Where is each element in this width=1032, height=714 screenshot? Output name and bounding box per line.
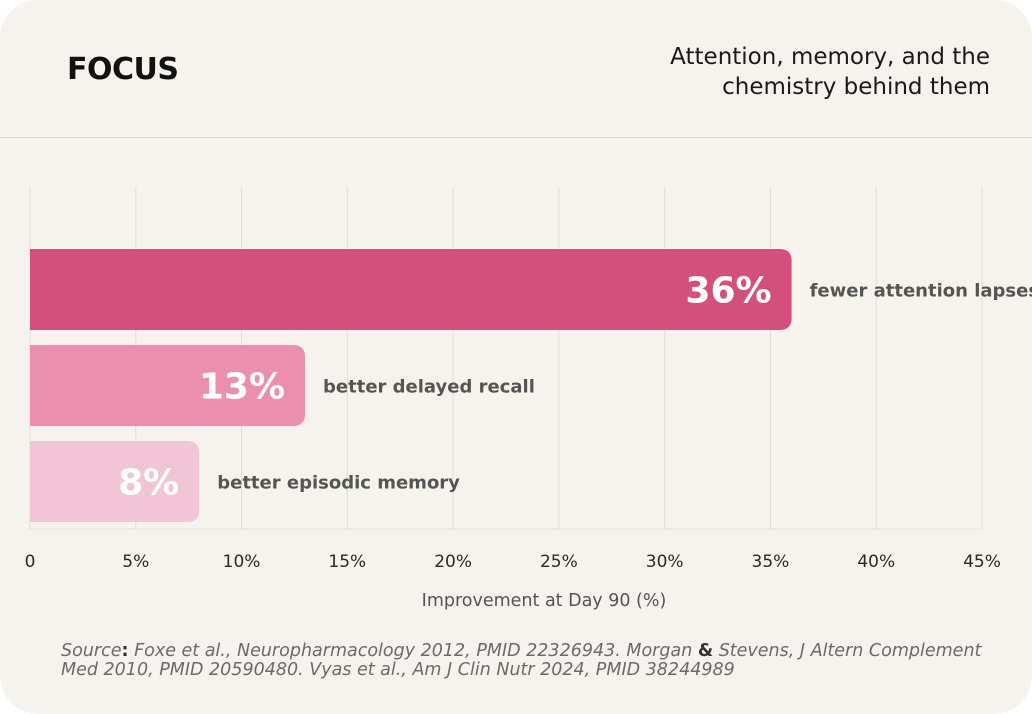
bar-value-label: 13% bbox=[199, 367, 285, 408]
source-colon: : bbox=[121, 641, 129, 661]
x-tick-label: 45% bbox=[963, 552, 1001, 572]
x-tick-label: 0 bbox=[25, 552, 36, 572]
x-tick-label: 15% bbox=[328, 552, 366, 572]
x-tick-label: 30% bbox=[646, 552, 684, 572]
bar bbox=[30, 441, 200, 522]
source-part-1: Foxe et al., Neuropharmacology 2012, PMI… bbox=[128, 641, 698, 661]
x-tick-label: 35% bbox=[752, 552, 790, 572]
bar-value-label: 8% bbox=[118, 463, 179, 504]
tagline-line-1: Attention, memory, and the bbox=[670, 44, 990, 70]
x-tick-label: 20% bbox=[434, 552, 472, 572]
x-axis-title: Improvement at Day 90 (%) bbox=[422, 591, 667, 611]
source-prefix: Source bbox=[61, 641, 122, 661]
source-citation: Source: Foxe et al., Neuropharmacology 2… bbox=[61, 642, 1011, 680]
source-ampersand: & bbox=[697, 641, 714, 661]
x-tick-label: 40% bbox=[857, 552, 895, 572]
source-part-2: Stevens, J Altern Complement Med 2010, P… bbox=[61, 641, 982, 680]
tagline: Attention, memory, and the chemistry beh… bbox=[570, 42, 990, 102]
bar bbox=[30, 249, 792, 330]
bar-value-label: 36% bbox=[685, 271, 771, 312]
tagline-line-2: chemistry behind them bbox=[722, 74, 990, 100]
bar-category-label: fewer attention lapses bbox=[810, 281, 1032, 302]
x-tick-label: 5% bbox=[122, 552, 149, 572]
bar bbox=[30, 345, 306, 426]
x-tick-label: 25% bbox=[540, 552, 578, 572]
bar-category-label: better delayed recall bbox=[323, 377, 535, 398]
x-tick-label: 10% bbox=[223, 552, 261, 572]
bar-category-label: better episodic memory bbox=[217, 473, 460, 494]
brand-title: FOCUS bbox=[67, 52, 179, 87]
header-divider bbox=[0, 137, 1032, 138]
